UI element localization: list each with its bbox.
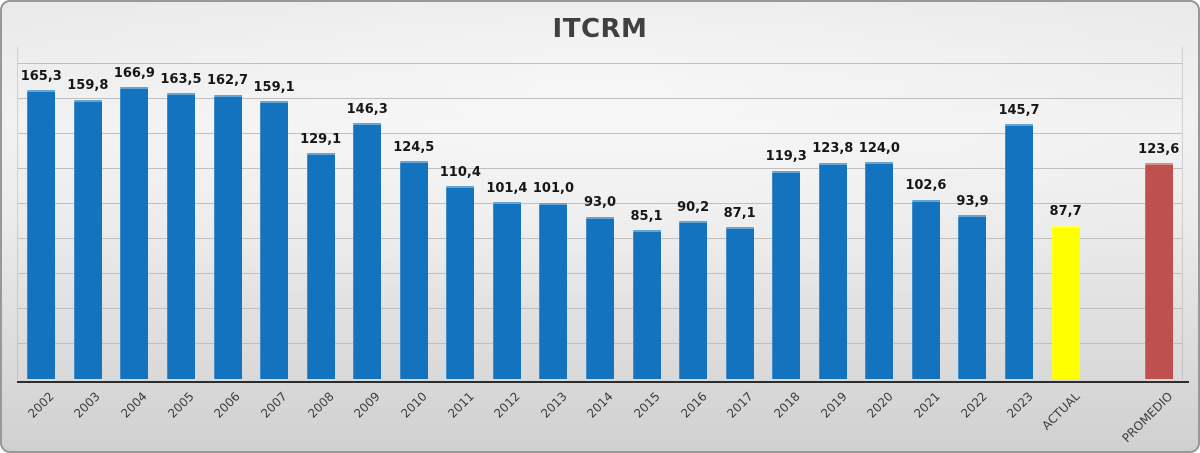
- x-axis-line: [17, 381, 1189, 383]
- x-label-2012: 2012: [491, 389, 523, 421]
- x-axis-labels: 2002 2003 2004 2005 2006 2007 2008 2009 2010 2011…: [17, 389, 1183, 451]
- chart-title: ITCRM: [552, 14, 648, 44]
- x-label-2017: 2017: [724, 389, 757, 421]
- value-label-2004: 166,9: [113, 66, 155, 82]
- x-label-2011: 2011: [444, 389, 477, 421]
- bar-2022: [958, 214, 987, 379]
- bar-2014: [586, 216, 614, 379]
- value-label-2014: 93,0: [583, 195, 617, 211]
- value-label-2003: 159,8: [67, 78, 109, 94]
- x-label-2002: 2002: [25, 389, 57, 421]
- x-label-2015: 2015: [631, 389, 663, 421]
- bar-2019: [818, 162, 847, 379]
- x-label-PROMEDIO: PROMEDIO: [1119, 389, 1176, 446]
- value-label-2023: 145,7: [998, 103, 1040, 119]
- bar-2004: [120, 87, 149, 379]
- x-label-2020: 2020: [864, 389, 897, 421]
- bar-2015: [632, 230, 661, 379]
- bar-2009: [353, 123, 382, 379]
- x-label-2005: 2005: [164, 389, 197, 421]
- value-label-2013: 101,0: [532, 181, 574, 197]
- value-label-2005: 163,5: [160, 72, 202, 88]
- x-label-2019: 2019: [817, 389, 850, 421]
- value-label-2006: 162,7: [206, 73, 249, 89]
- x-label-ACTUAL: ACTUAL: [1039, 389, 1083, 433]
- value-label-2015: 85,1: [630, 209, 663, 225]
- gridline-160: [18, 98, 1182, 100]
- value-label-2012: 101,4: [486, 180, 528, 196]
- value-label-2020: 124,0: [858, 141, 900, 157]
- bar-2018: [772, 170, 801, 379]
- x-label-2008: 2008: [304, 389, 337, 421]
- value-label-2019: 123,8: [812, 141, 854, 157]
- bar-2010: [399, 161, 428, 379]
- bar-2002: [27, 90, 56, 379]
- gridline-120: [18, 168, 1182, 170]
- value-label-2016: 90,2: [677, 200, 710, 216]
- value-label-2010: 124,5: [393, 140, 435, 156]
- value-label-2009: 146,3: [346, 102, 388, 118]
- x-label-2023: 2023: [1004, 389, 1036, 421]
- bar-2005: [166, 93, 195, 379]
- value-label-ACTUAL: 87,7: [1049, 204, 1082, 220]
- bar-2007: [260, 101, 289, 379]
- x-label-2004: 2004: [118, 389, 150, 421]
- bar-ACTUAL: [1051, 225, 1080, 379]
- gridline-140: [18, 133, 1182, 135]
- value-label-2021: 102,6: [905, 178, 947, 194]
- x-label-2003: 2003: [71, 389, 104, 421]
- bar-2011: [446, 186, 475, 379]
- bar-2006: [213, 94, 242, 379]
- x-label-2009: 2009: [351, 389, 383, 421]
- gridline-100: [18, 203, 1182, 205]
- x-label-2014: 2014: [584, 389, 617, 421]
- bar-2003: [73, 99, 102, 379]
- x-label-2016: 2016: [677, 389, 710, 421]
- bar-2016: [679, 221, 708, 379]
- value-label-2011: 110,4: [439, 164, 481, 180]
- x-label-2021: 2021: [911, 389, 943, 421]
- gridline-180: [18, 63, 1182, 65]
- bar-2013: [539, 202, 568, 379]
- bar-2012: [492, 201, 521, 379]
- x-label-2006: 2006: [211, 389, 244, 421]
- x-label-2007: 2007: [258, 389, 290, 421]
- x-label-2013: 2013: [538, 389, 570, 421]
- value-label-2022: 93,9: [956, 193, 989, 209]
- value-label-PROMEDIO: 123,6: [1138, 141, 1180, 157]
- value-label-2007: 159,1: [253, 79, 295, 95]
- bar-2020: [865, 162, 894, 379]
- x-label-2022: 2022: [957, 389, 990, 421]
- bar-2023: [1005, 124, 1034, 379]
- bar-PROMEDIO: [1144, 163, 1173, 379]
- bar-2021: [911, 199, 940, 379]
- bar-2008: [306, 153, 335, 379]
- value-label-2017: 87,1: [723, 205, 756, 221]
- value-label-2018: 119,3: [765, 149, 807, 165]
- plot-area: 165,3 159,8 166,9 163,5 162,7 159,1 129,1 146,3…: [17, 47, 1183, 379]
- bar-2017: [725, 226, 754, 379]
- value-label-2002: 165,3: [20, 68, 62, 84]
- x-label-2010: 2010: [398, 389, 430, 421]
- value-label-2008: 129,1: [300, 132, 342, 148]
- x-label-2018: 2018: [771, 389, 803, 421]
